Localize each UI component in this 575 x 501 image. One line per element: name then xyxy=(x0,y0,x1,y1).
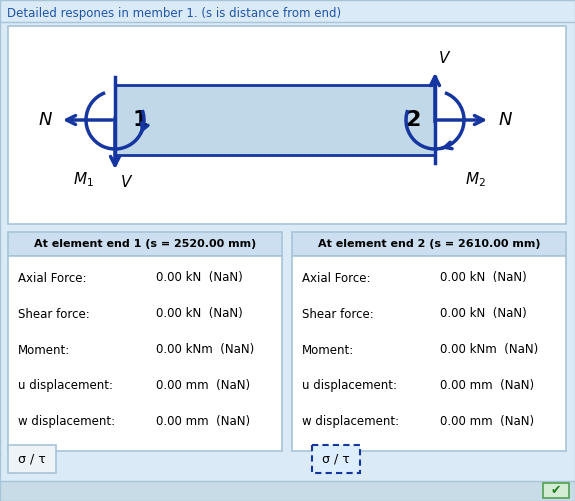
Text: ✔: ✔ xyxy=(551,484,561,497)
Text: w displacement:: w displacement: xyxy=(18,415,115,428)
Bar xyxy=(8,26,566,224)
Bar xyxy=(543,483,569,498)
Text: Shear force:: Shear force: xyxy=(18,308,90,321)
Text: At element end 2 (s = 2610.00 mm): At element end 2 (s = 2610.00 mm) xyxy=(318,239,540,249)
Text: σ / τ: σ / τ xyxy=(18,452,46,465)
Text: $V$: $V$ xyxy=(120,174,133,190)
Bar xyxy=(115,85,435,155)
Text: Shear force:: Shear force: xyxy=(302,308,374,321)
Text: 0.00 kN  (NaN): 0.00 kN (NaN) xyxy=(156,272,243,285)
Text: 0.00 kN  (NaN): 0.00 kN (NaN) xyxy=(156,308,243,321)
Text: Moment:: Moment: xyxy=(302,344,354,357)
Bar xyxy=(8,232,282,256)
Bar xyxy=(8,445,56,473)
Text: u displacement:: u displacement: xyxy=(302,379,397,392)
Bar xyxy=(8,256,282,451)
Text: Moment:: Moment: xyxy=(18,344,70,357)
Text: 0.00 mm  (NaN): 0.00 mm (NaN) xyxy=(440,379,534,392)
Text: Detailed respones in member 1. (s is distance from end): Detailed respones in member 1. (s is dis… xyxy=(7,7,341,20)
Bar xyxy=(292,232,566,256)
Bar xyxy=(312,445,360,473)
Text: σ / τ: σ / τ xyxy=(322,452,350,465)
Text: 2: 2 xyxy=(405,110,421,130)
Text: 0.00 mm  (NaN): 0.00 mm (NaN) xyxy=(440,415,534,428)
Text: 0.00 kNm  (NaN): 0.00 kNm (NaN) xyxy=(440,344,538,357)
Text: $N$: $N$ xyxy=(497,111,512,129)
Bar xyxy=(0,481,575,501)
Text: 0.00 kNm  (NaN): 0.00 kNm (NaN) xyxy=(156,344,254,357)
Text: 0.00 mm  (NaN): 0.00 mm (NaN) xyxy=(156,415,250,428)
Text: 0.00 kN  (NaN): 0.00 kN (NaN) xyxy=(440,272,527,285)
Text: 0.00 kN  (NaN): 0.00 kN (NaN) xyxy=(440,308,527,321)
Text: Axial Force:: Axial Force: xyxy=(302,272,370,285)
Text: At element end 1 (s = 2520.00 mm): At element end 1 (s = 2520.00 mm) xyxy=(34,239,256,249)
Text: $V$: $V$ xyxy=(438,50,451,66)
Text: u displacement:: u displacement: xyxy=(18,379,113,392)
Text: $M_1$: $M_1$ xyxy=(72,171,94,189)
Text: $M_2$: $M_2$ xyxy=(465,171,485,189)
Bar xyxy=(292,256,566,451)
Text: 0.00 mm  (NaN): 0.00 mm (NaN) xyxy=(156,379,250,392)
Text: Axial Force:: Axial Force: xyxy=(18,272,86,285)
Text: $N$: $N$ xyxy=(37,111,52,129)
Text: w displacement:: w displacement: xyxy=(302,415,399,428)
Text: 1: 1 xyxy=(132,110,148,130)
